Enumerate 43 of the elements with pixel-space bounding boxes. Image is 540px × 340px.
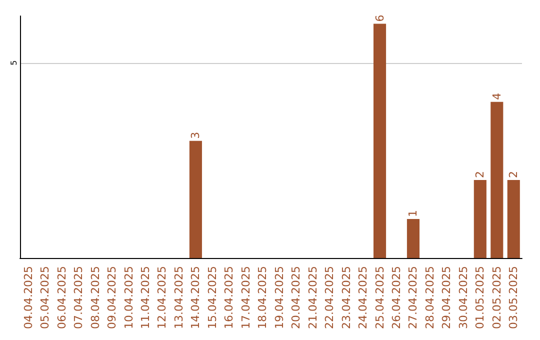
x-tick-label: 18.04.2025 [256,266,270,330]
bar [373,24,386,258]
x-tick-label: 28.04.2025 [423,266,436,330]
data-label: 2 [474,170,487,178]
data-label: 1 [406,210,420,217]
x-tick-label: 23.04.2025 [340,266,353,330]
data-label: 4 [490,92,504,100]
x-tick-label: 09.04.2025 [106,266,119,330]
x-tick-label: 25.04.2025 [373,266,386,330]
y-tick-label: 5 [10,60,18,66]
x-tick-label: 27.04.2025 [406,266,420,330]
x-tick-label: 16.04.2025 [222,266,236,330]
x-tick-label: 30.04.2025 [456,266,470,330]
x-tick-label: 22.04.2025 [323,266,336,330]
x-tick-label: 05.04.2025 [38,266,52,330]
data-label: 6 [373,14,386,22]
x-tick-label: 02.05.2025 [490,266,504,330]
bar [507,180,520,258]
x-tick-label: 12.04.2025 [156,266,169,330]
x-tick-label: 07.04.2025 [72,266,86,330]
x-tick-label: 13.04.2025 [172,266,186,330]
x-tick-label: 15.04.2025 [206,266,219,330]
x-tick-label: 01.05.2025 [474,266,487,330]
x-tick-label: 21.04.2025 [306,266,320,330]
bar [406,218,420,258]
bar [490,102,504,258]
x-tick-label: 26.04.2025 [390,266,403,330]
x-tick-label: 06.04.2025 [55,266,68,330]
x-tick-label: 14.04.2025 [189,266,202,330]
x-tick-label: 11.04.2025 [139,266,152,330]
x-tick-label: 08.04.2025 [88,266,102,330]
bar [474,180,486,258]
x-tick-label: 19.04.2025 [272,266,286,330]
data-label: 3 [189,132,202,139]
x-tick-label: 10.04.2025 [122,266,136,330]
x-tick-label: 03.05.2025 [507,266,520,330]
bar [189,140,202,258]
x-tick-label: 04.04.2025 [22,266,35,330]
x-tick-label: 29.04.2025 [440,266,454,330]
x-tick-label: 24.04.2025 [356,266,370,330]
x-tick-label: 20.04.2025 [290,266,303,330]
x-tick-label: 17.04.2025 [239,266,252,330]
data-label: 2 [507,170,520,178]
